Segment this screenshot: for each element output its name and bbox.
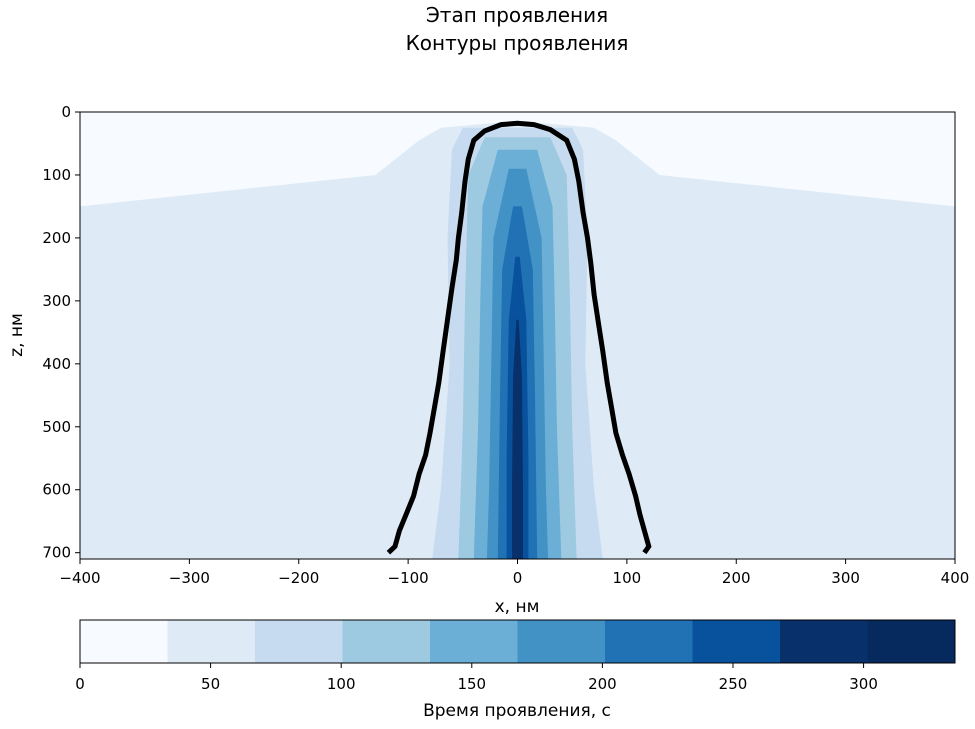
colorbar-ticks: 0 50 100 150 200 250 300 (75, 663, 878, 693)
plot-area (79, 111, 956, 560)
y-tick-label: 600 (42, 481, 71, 499)
chart-title-line-2: Контуры проявления (406, 31, 629, 55)
y-tick-label: 700 (42, 544, 71, 562)
x-tick-label: 400 (941, 569, 970, 587)
development-time-field (80, 112, 955, 559)
development-contour (386, 120, 652, 555)
colorbar-segment (605, 620, 693, 663)
colorbar-tick-label: 200 (588, 675, 617, 693)
y-tick-label: 500 (42, 418, 71, 436)
colorbar-tick-label: 150 (457, 675, 486, 693)
y-tick-label: 200 (42, 229, 71, 247)
x-tick-label: 100 (613, 569, 642, 587)
colorbar-segment (255, 620, 343, 663)
chart-title-line-1: Этап проявления (426, 3, 608, 27)
colorbar-segment (692, 620, 781, 663)
colorbar-tick-label: 250 (719, 675, 748, 693)
y-tick-label: 400 (42, 355, 71, 373)
x-tick-label: 0 (513, 569, 523, 587)
y-axis-ticks: 0 100 200 300 400 500 600 700 (42, 103, 80, 562)
colorbar (79, 619, 956, 664)
x-axis-ticks: −400 −300 −200 −100 0 100 200 300 400 (59, 559, 969, 587)
colorbar-segment (342, 620, 431, 663)
colorbar-segment (167, 620, 256, 663)
x-tick-label: −300 (169, 569, 210, 587)
field-band-8 (512, 319, 523, 559)
colorbar-tick-label: 300 (849, 675, 878, 693)
colorbar-tick-label: 50 (201, 675, 220, 693)
x-tick-label: −100 (388, 569, 429, 587)
y-tick-label: 300 (42, 292, 71, 310)
colorbar-segment (517, 620, 606, 663)
colorbar-segment (80, 620, 168, 663)
x-tick-label: −200 (278, 569, 319, 587)
colorbar-segment (867, 620, 956, 663)
y-tick-label: 100 (42, 166, 71, 184)
x-axis-label: x, нм (495, 597, 540, 617)
colorbar-label: Время проявления, с (423, 701, 611, 721)
colorbar-tick-label: 0 (75, 675, 85, 693)
colorbar-segment (430, 620, 518, 663)
x-tick-label: −400 (59, 569, 100, 587)
contour-line (386, 120, 652, 555)
x-tick-label: 200 (722, 569, 751, 587)
colorbar-tick-label: 100 (327, 675, 356, 693)
y-tick-label: 0 (61, 103, 71, 121)
colorbar-segment (780, 620, 868, 663)
colorbar-frame (79, 619, 956, 664)
x-tick-label: 300 (831, 569, 860, 587)
y-axis-label: z, нм (7, 313, 27, 357)
